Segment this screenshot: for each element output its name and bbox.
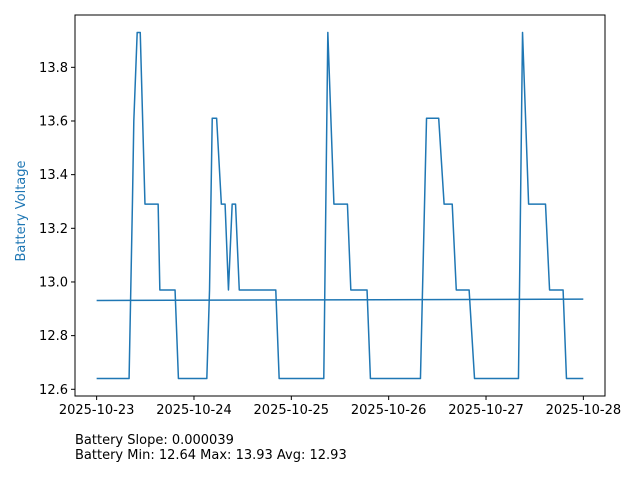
stats-block: Battery Slope: 0.000039 Battery Min: 12.6…	[75, 433, 347, 463]
y-tick-label: 12.8	[39, 329, 68, 344]
x-tick-label: 2025-10-28	[546, 403, 622, 418]
battery-voltage-line	[96, 31, 584, 380]
y-tick-label: 13.4	[39, 168, 68, 183]
x-tick-label: 2025-10-26	[351, 403, 427, 418]
y-tick-label: 12.6	[39, 383, 68, 398]
trend-line	[96, 298, 584, 302]
battery-minmax-avg-text: Battery Min: 12.64 Max: 13.93 Avg: 12.93	[75, 448, 347, 463]
plot-area-frame	[74, 14, 606, 397]
y-tick-label: 13.6	[39, 114, 68, 129]
x-tick-label: 2025-10-27	[448, 403, 524, 418]
x-tick-label: 2025-10-24	[156, 403, 232, 418]
x-tick-label: 2025-10-25	[254, 403, 330, 418]
battery-slope-text: Battery Slope: 0.000039	[75, 433, 234, 448]
y-tick-label: 13.0	[39, 275, 68, 290]
y-tick-label: 13.8	[39, 61, 68, 76]
x-tick-label: 2025-10-23	[59, 403, 135, 418]
y-tick-label: 13.2	[39, 222, 68, 237]
y-axis-label: Battery Voltage	[14, 160, 29, 261]
